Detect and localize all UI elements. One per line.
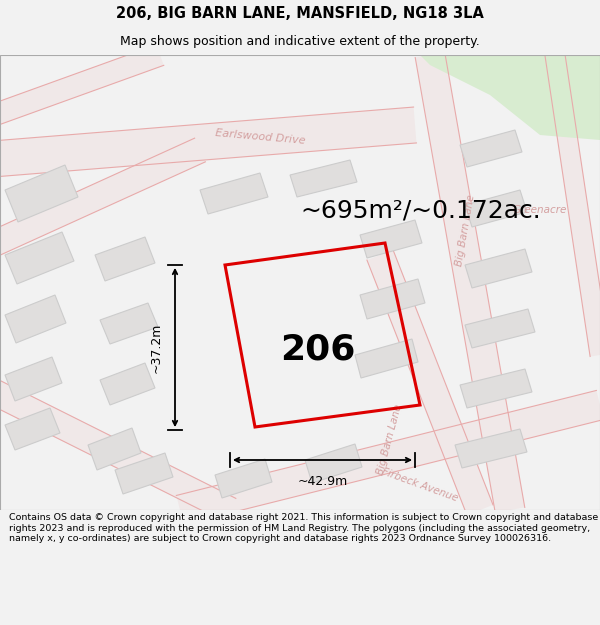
Polygon shape: [215, 459, 272, 498]
Polygon shape: [360, 279, 425, 319]
Text: ~42.9m: ~42.9m: [298, 475, 347, 488]
Text: 206: 206: [280, 333, 356, 367]
Polygon shape: [420, 55, 600, 140]
Polygon shape: [460, 369, 532, 408]
Polygon shape: [290, 160, 357, 197]
Polygon shape: [455, 429, 527, 468]
Polygon shape: [0, 138, 205, 262]
Text: 206, BIG BARN LANE, MANSFIELD, NG18 3LA: 206, BIG BARN LANE, MANSFIELD, NG18 3LA: [116, 6, 484, 21]
Polygon shape: [0, 373, 236, 522]
Polygon shape: [5, 408, 60, 450]
Polygon shape: [305, 444, 362, 483]
Polygon shape: [5, 357, 62, 401]
Polygon shape: [360, 220, 422, 258]
Polygon shape: [545, 54, 600, 356]
Polygon shape: [465, 309, 535, 348]
Polygon shape: [465, 190, 527, 227]
Polygon shape: [115, 453, 173, 494]
Text: Big Barn Lane: Big Barn Lane: [376, 404, 404, 476]
Polygon shape: [5, 165, 78, 222]
Text: Map shows position and indicative extent of the property.: Map shows position and indicative extent…: [120, 35, 480, 48]
Polygon shape: [355, 339, 418, 378]
Polygon shape: [176, 391, 600, 524]
Polygon shape: [100, 363, 155, 405]
Text: Big Barn Lane: Big Barn Lane: [454, 193, 476, 267]
Polygon shape: [100, 303, 158, 344]
Text: Greenacre: Greenacre: [513, 205, 567, 215]
Polygon shape: [88, 428, 141, 470]
Polygon shape: [460, 130, 522, 167]
Polygon shape: [415, 52, 525, 512]
Polygon shape: [367, 250, 493, 515]
Text: ~695m²/~0.172ac.: ~695m²/~0.172ac.: [300, 198, 541, 222]
Text: Contains OS data © Crown copyright and database right 2021. This information is : Contains OS data © Crown copyright and d…: [9, 514, 598, 543]
Polygon shape: [5, 295, 66, 343]
Text: ~37.2m: ~37.2m: [150, 322, 163, 372]
Text: Earlswood Drive: Earlswood Drive: [214, 128, 305, 146]
Polygon shape: [95, 237, 155, 281]
Polygon shape: [465, 249, 532, 288]
Polygon shape: [0, 107, 416, 178]
Polygon shape: [200, 173, 268, 214]
Text: Firbeck Avenue: Firbeck Avenue: [380, 466, 460, 504]
Polygon shape: [5, 232, 74, 284]
Polygon shape: [0, 44, 164, 131]
